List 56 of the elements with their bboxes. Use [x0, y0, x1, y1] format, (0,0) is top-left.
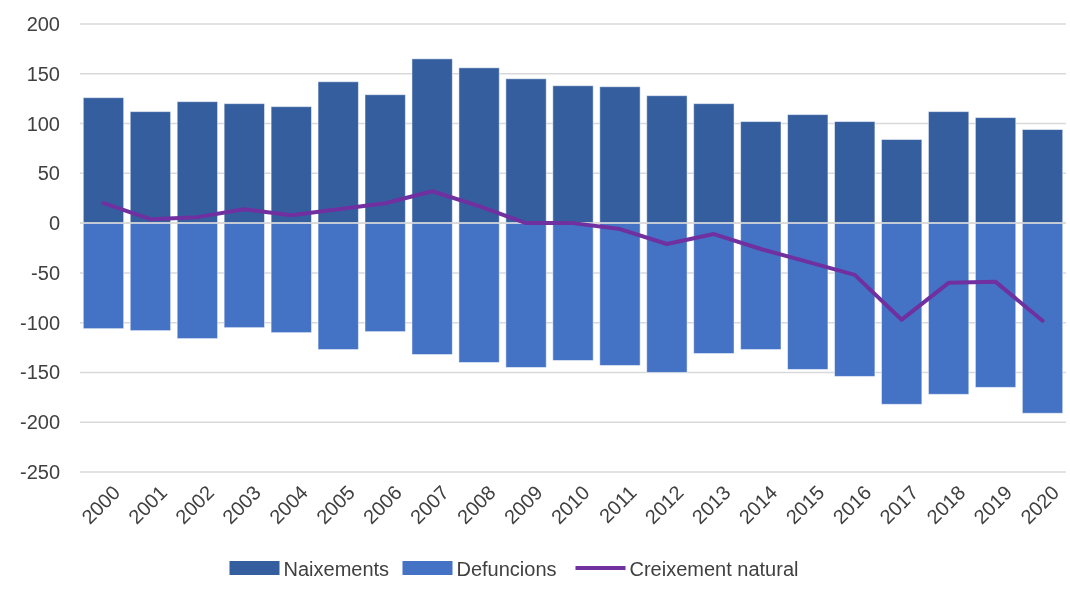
- y-tick-label: -100: [19, 311, 60, 334]
- bar: [458, 67, 500, 224]
- bar: [646, 95, 688, 224]
- legend-label: Naixements: [283, 558, 390, 580]
- bar: [317, 81, 359, 224]
- bar: [787, 114, 829, 224]
- bar: [880, 138, 923, 224]
- bar: [82, 222, 125, 330]
- bar: [693, 103, 735, 224]
- legend-label: Creixement natural: [629, 558, 799, 580]
- bar: [740, 222, 782, 351]
- bar: [880, 222, 923, 405]
- bar: [364, 94, 406, 224]
- bar: [599, 222, 641, 366]
- bar: [458, 222, 500, 363]
- bar: [787, 222, 829, 370]
- bar: [646, 222, 688, 373]
- bar: [1021, 129, 1064, 224]
- bar: [270, 222, 312, 334]
- bar: [740, 121, 782, 224]
- bar: [129, 111, 172, 224]
- bar: [82, 97, 125, 224]
- y-tick-label: -50: [31, 261, 60, 284]
- bar: [270, 106, 312, 224]
- line-series: [101, 189, 1045, 323]
- bar: [599, 86, 641, 224]
- bar: [411, 58, 453, 224]
- y-tick-label: -200: [19, 411, 60, 434]
- bar: [552, 222, 594, 361]
- bar: [364, 222, 406, 333]
- legend-label: Defuncions: [456, 558, 557, 580]
- bar: [834, 121, 876, 224]
- bar: [505, 222, 547, 368]
- bar: [223, 103, 266, 224]
- y-tick-label: -250: [19, 461, 60, 483]
- bar: [176, 101, 219, 224]
- bar: [834, 222, 876, 377]
- bar: [505, 78, 547, 224]
- y-tick-label: 0: [48, 212, 60, 235]
- bar: [974, 222, 1017, 388]
- y-tick-label: 200: [26, 13, 60, 35]
- bar: [129, 222, 172, 332]
- y-tick-label: 100: [26, 112, 60, 135]
- bar: [223, 222, 266, 329]
- bar: [974, 117, 1017, 224]
- y-tick-label: 50: [37, 162, 60, 185]
- y-tick-label: 150: [26, 62, 60, 85]
- bar: [317, 222, 359, 351]
- bar: [1021, 222, 1064, 414]
- y-tick-label: -150: [19, 361, 60, 384]
- bar: [927, 222, 970, 395]
- bar: [411, 222, 453, 356]
- bar: [552, 85, 594, 224]
- bar: [927, 111, 970, 224]
- bar: [176, 222, 219, 340]
- bar: [693, 222, 735, 355]
